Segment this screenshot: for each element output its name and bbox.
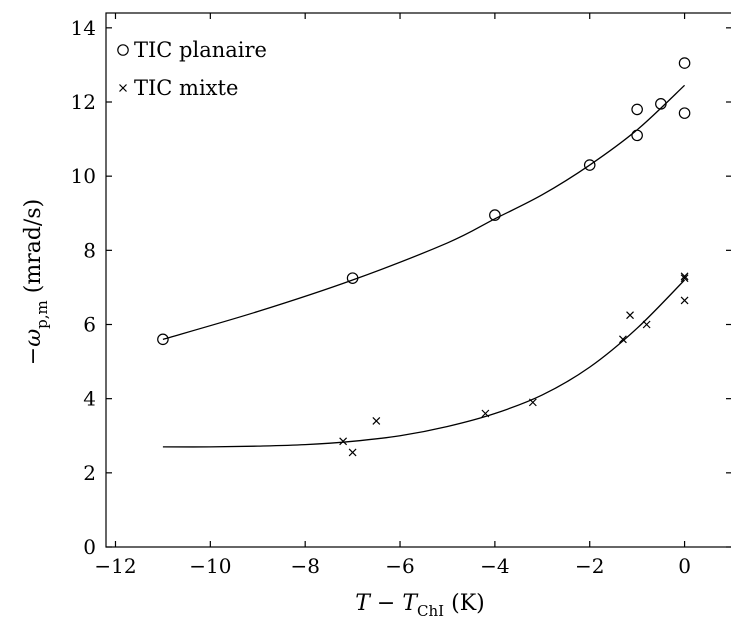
data-point-cross	[348, 448, 357, 457]
fit-curve-series-1	[162, 279, 686, 448]
legend: TIC planaire TIC mixte	[117, 38, 267, 100]
data-point-cross	[680, 272, 689, 281]
y-tick-label: 8	[83, 238, 96, 262]
data-point-circle	[489, 209, 501, 221]
x-tick-label: −2	[575, 554, 604, 578]
data-point-circle	[678, 107, 691, 119]
data-point-circle	[655, 98, 667, 110]
data-points	[157, 57, 691, 457]
data-point-circle	[678, 57, 691, 69]
fit-curves	[162, 84, 686, 448]
fit-curve-series-0	[162, 84, 686, 340]
x-tick-label: −10	[189, 554, 231, 578]
data-point-circle	[157, 333, 169, 346]
data-point-cross	[481, 409, 490, 418]
data-point-cross	[528, 398, 537, 407]
data-point-cross	[618, 335, 627, 344]
data-point-circle	[631, 129, 643, 142]
data-point-circle	[346, 272, 359, 284]
y-tick-label: 4	[83, 387, 96, 411]
legend-marker-cross-icon	[119, 84, 127, 92]
legend-label-mixte: TIC mixte	[134, 76, 238, 100]
data-point-circle	[631, 103, 643, 116]
data-point-cross	[339, 437, 348, 446]
data-point-circle	[583, 159, 596, 171]
y-axis-label: −ωp,m (mrad/s)	[21, 199, 51, 365]
y-tick-label: 6	[83, 313, 96, 337]
legend-label-planaire: TIC planaire	[134, 38, 267, 62]
x-tick-label: −6	[385, 554, 414, 578]
x-axis-label: T − TChI (K)	[355, 591, 484, 620]
data-point-cross	[680, 296, 689, 305]
x-tick-label: −12	[94, 554, 136, 578]
axis-ticks: −12 −10 −8 −6 −4 −2 0 0 2 4 6 8 10 12 14	[71, 13, 731, 578]
x-tick-label: −8	[290, 554, 319, 578]
y-tick-label: 10	[71, 164, 96, 188]
y-tick-label: 12	[71, 90, 96, 114]
y-tick-label: 14	[71, 16, 96, 40]
data-point-cross	[642, 320, 651, 329]
x-tick-label: −4	[480, 554, 509, 578]
data-point-cross	[372, 416, 381, 425]
data-point-cross	[626, 311, 634, 320]
data-point-cross	[680, 274, 689, 283]
y-tick-label: 2	[83, 461, 96, 485]
x-tick-label: 0	[678, 554, 691, 578]
legend-marker-circle-icon	[117, 44, 129, 56]
y-tick-label: 0	[83, 535, 96, 559]
plot-frame	[105, 12, 731, 548]
